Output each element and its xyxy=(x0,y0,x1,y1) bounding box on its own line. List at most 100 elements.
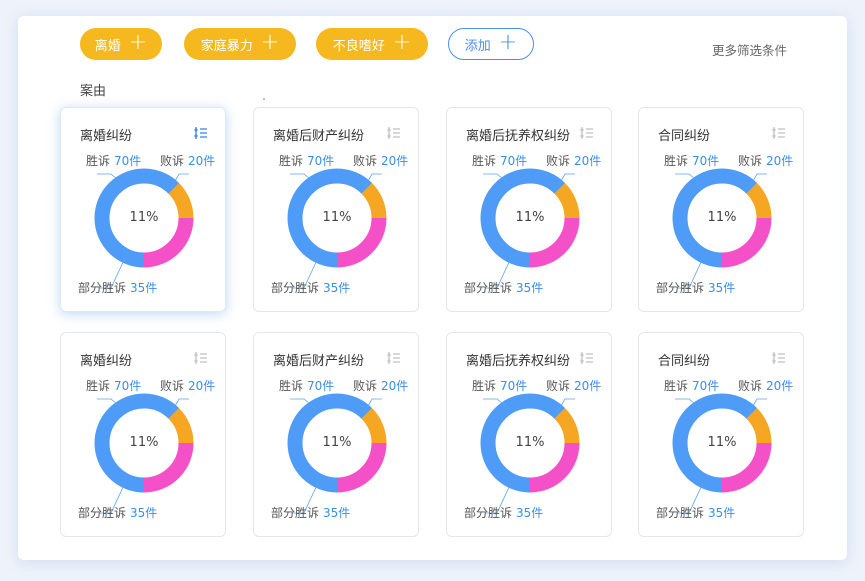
legend-win-text: 胜诉 xyxy=(279,379,304,393)
legend-win-value: 70件 xyxy=(692,379,720,393)
donut-chart xyxy=(287,168,387,289)
legend-win: 胜诉 70件 xyxy=(472,377,527,394)
legend-win: 胜诉 70件 xyxy=(472,152,527,169)
legend-win: 胜诉 70件 xyxy=(86,152,141,169)
donut-center-percent: 11% xyxy=(322,435,352,450)
filter-tag-domestic-violence[interactable]: 家庭暴力 + xyxy=(184,28,296,60)
leader-line-partial xyxy=(485,482,512,514)
list-settings-icon[interactable] xyxy=(772,126,786,140)
donut-chart xyxy=(480,393,580,514)
card-title: 离婚后财产纠纷 xyxy=(273,354,365,369)
donut-chart xyxy=(94,393,194,514)
legend-partial-text: 部分胜诉 xyxy=(78,281,127,295)
leader-line-win xyxy=(675,173,702,185)
leader-line-win xyxy=(290,398,317,410)
legend-lose: 败诉 20件 xyxy=(738,377,793,394)
leader-line-win xyxy=(97,398,124,410)
legend-win-text: 胜诉 xyxy=(472,154,497,168)
card-title: 合同纠纷 xyxy=(658,129,711,144)
case-card[interactable]: 合同纠纷 胜诉 70件 败诉 20件 部分胜诉 35件 11% xyxy=(638,107,804,312)
donut-segment-win-lower xyxy=(672,393,772,493)
leader-line-win xyxy=(675,398,702,410)
donut-segment-lose xyxy=(672,393,772,493)
legend-lose-text: 败诉 xyxy=(546,154,571,168)
case-card[interactable]: 离婚纠纷 胜诉 70件 败诉 20件 部分胜诉 35件 11% xyxy=(60,107,226,312)
leader-line-win xyxy=(290,173,317,185)
legend-partial-value: 35件 xyxy=(516,281,544,295)
legend-partial-text: 部分胜诉 xyxy=(656,281,705,295)
legend-lose: 败诉 20件 xyxy=(546,377,601,394)
list-settings-icon[interactable] xyxy=(772,351,786,365)
legend-win-text: 胜诉 xyxy=(279,154,304,168)
donut-center-percent: 11% xyxy=(707,210,737,225)
donut-segment-lose xyxy=(94,393,194,493)
donut-segment-lose xyxy=(94,168,194,268)
legend-partial: 部分胜诉 35件 xyxy=(271,279,350,296)
legend-win-value: 70件 xyxy=(114,154,142,168)
filter-tag-bad-habits[interactable]: 不良嗜好 + xyxy=(316,28,428,60)
legend-partial-text: 部分胜诉 xyxy=(271,506,320,520)
case-card[interactable]: 离婚后财产纠纷 胜诉 70件 败诉 20件 部分胜诉 35件 11% xyxy=(253,332,419,537)
leader-line-lose xyxy=(363,173,382,189)
filter-tag-label: 不良嗜好 xyxy=(332,38,385,54)
legend-partial: 部分胜诉 35件 xyxy=(78,279,157,296)
legend-lose-value: 20件 xyxy=(766,154,794,168)
legend-lose-value: 20件 xyxy=(381,154,409,168)
donut-center-percent: 11% xyxy=(322,210,352,225)
donut-center-percent: 11% xyxy=(129,435,159,450)
legend-partial-value: 35件 xyxy=(708,506,736,520)
divider-dot xyxy=(263,98,265,100)
more-filters-link[interactable]: 更多筛选条件 xyxy=(711,43,787,58)
case-card[interactable]: 离婚后抚养权纠纷 胜诉 70件 败诉 20件 部分胜诉 35件 11% xyxy=(446,332,612,537)
legend-lose-value: 20件 xyxy=(188,379,216,393)
donut-center-percent: 11% xyxy=(515,210,545,225)
legend-win-text: 胜诉 xyxy=(472,379,497,393)
list-settings-icon[interactable] xyxy=(387,126,401,140)
donut-segment-win-lower xyxy=(672,168,772,268)
legend-partial-text: 部分胜诉 xyxy=(271,281,320,295)
legend-partial-value: 35件 xyxy=(130,506,158,520)
legend-partial: 部分胜诉 35件 xyxy=(656,279,735,296)
leader-line-win xyxy=(483,173,510,185)
donut-segment-win-lower xyxy=(480,168,580,268)
donut-chart xyxy=(287,393,387,514)
donut-segment-lose xyxy=(480,393,580,493)
filter-tag-divorce[interactable]: 离婚 + xyxy=(80,28,162,60)
add-filter-button[interactable]: 添加 + xyxy=(448,28,534,60)
list-settings-icon[interactable] xyxy=(580,351,594,365)
filter-tag-label: 家庭暴力 xyxy=(200,38,253,54)
list-settings-icon[interactable] xyxy=(194,126,208,140)
list-settings-icon[interactable] xyxy=(194,351,208,365)
legend-partial: 部分胜诉 35件 xyxy=(464,279,543,296)
legend-win: 胜诉 70件 xyxy=(86,377,141,394)
legend-lose-text: 败诉 xyxy=(160,379,185,393)
case-card[interactable]: 合同纠纷 胜诉 70件 败诉 20件 部分胜诉 35件 11% xyxy=(638,332,804,537)
legend-win: 胜诉 70件 xyxy=(664,152,719,169)
legend-lose-text: 败诉 xyxy=(738,379,763,393)
legend-win-value: 70件 xyxy=(307,154,335,168)
leader-line-lose xyxy=(170,173,189,189)
case-card[interactable]: 离婚后抚养权纠纷 胜诉 70件 败诉 20件 部分胜诉 35件 11% xyxy=(446,107,612,312)
leader-line-partial xyxy=(485,257,512,289)
donut-chart xyxy=(480,168,580,289)
case-card[interactable]: 离婚纠纷 胜诉 70件 败诉 20件 部分胜诉 35件 11% xyxy=(60,332,226,537)
legend-lose-text: 败诉 xyxy=(546,379,571,393)
case-card[interactable]: 离婚后财产纠纷 胜诉 70件 败诉 20件 部分胜诉 35件 11% xyxy=(253,107,419,312)
legend-win-value: 70件 xyxy=(692,154,720,168)
donut-center-percent: 11% xyxy=(707,435,737,450)
legend-win-value: 70件 xyxy=(500,154,528,168)
legend-partial: 部分胜诉 35件 xyxy=(271,504,350,521)
donut-segment-win-lower xyxy=(94,168,194,268)
card-title: 离婚后抚养权纠纷 xyxy=(466,129,571,144)
list-settings-icon[interactable] xyxy=(580,126,594,140)
plus-icon: + xyxy=(128,30,148,55)
leader-line-lose xyxy=(170,398,189,414)
plus-icon: + xyxy=(260,30,280,55)
legend-partial-value: 35件 xyxy=(130,281,158,295)
legend-lose-text: 败诉 xyxy=(353,154,378,168)
leader-line-partial xyxy=(292,482,319,514)
legend-win: 胜诉 70件 xyxy=(279,377,334,394)
list-settings-icon[interactable] xyxy=(387,351,401,365)
legend-partial-text: 部分胜诉 xyxy=(464,281,513,295)
legend-win-text: 胜诉 xyxy=(86,379,111,393)
